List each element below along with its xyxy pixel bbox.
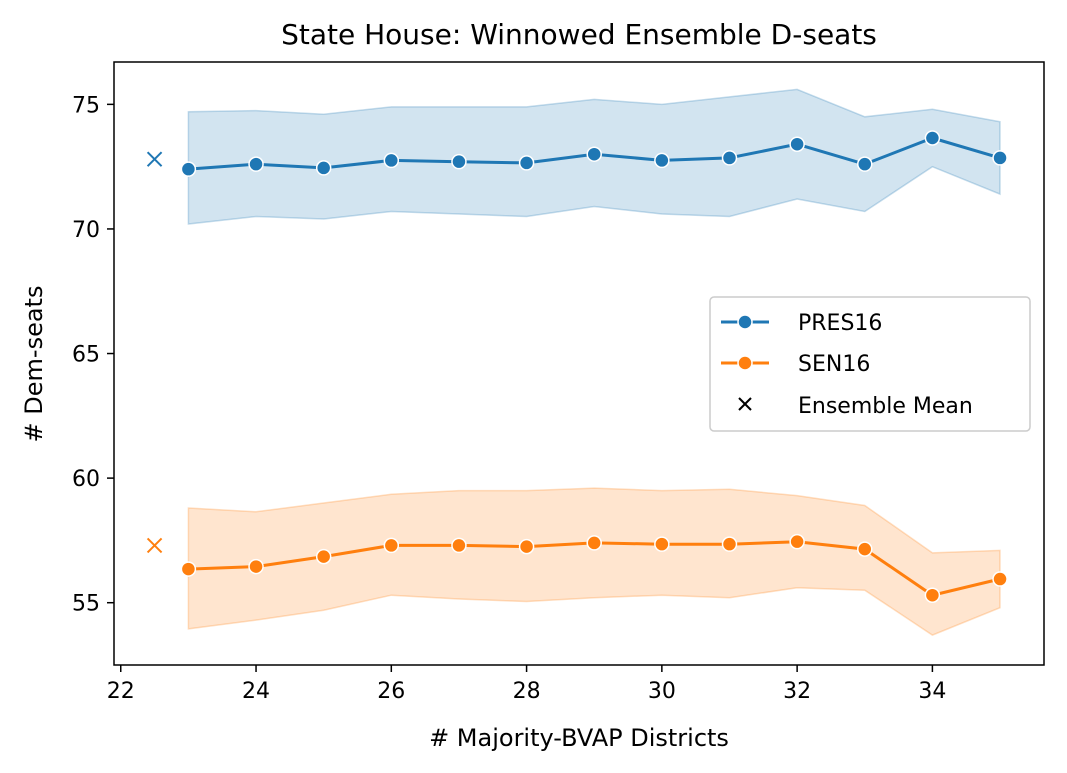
- point-pres16-23: [180, 161, 197, 177]
- series-pres16: [146, 88, 1008, 225]
- point-sen16-29: [586, 535, 602, 551]
- point-sen16-31: [721, 536, 738, 552]
- plot-area: [146, 88, 1008, 636]
- x-axis-label: # Majority-BVAP Districts: [429, 724, 729, 752]
- point-sen16-27: [451, 537, 467, 554]
- x-tick-label: 24: [242, 679, 270, 704]
- point-pres16-35: [992, 150, 1008, 166]
- point-sen16-23: [180, 561, 197, 577]
- point-sen16-25: [315, 548, 332, 565]
- point-sen16-26: [383, 537, 400, 554]
- legend-pres16-marker: [737, 314, 753, 330]
- y-axis: 55 60 65 70 75: [72, 93, 114, 617]
- y-tick-label: 70: [72, 218, 100, 243]
- y-tick-label: 65: [72, 343, 100, 368]
- y-axis-label: # Dem-seats: [20, 286, 48, 443]
- legend-ensemble-mean-label: Ensemble Mean: [798, 394, 973, 419]
- point-pres16-33: [857, 156, 873, 172]
- x-tick-label: 34: [918, 679, 946, 704]
- legend-ensemble-mean-marker: [738, 397, 752, 411]
- legend-box: [709, 296, 1031, 432]
- point-sen16-24: [248, 558, 264, 575]
- point-sen16-35: [992, 571, 1008, 587]
- point-pres16-28: [518, 155, 535, 171]
- point-sen16-28: [518, 538, 535, 555]
- x-tick-label: 28: [513, 679, 541, 704]
- point-pres16-30: [654, 152, 670, 169]
- legend-sen16-marker: [737, 355, 753, 371]
- point-sen16-33: [857, 541, 873, 557]
- point-sen16-34: [924, 587, 941, 603]
- point-pres16-26: [383, 152, 400, 169]
- point-sen16-32: [789, 533, 805, 550]
- point-pres16-32: [789, 136, 805, 152]
- plot-frame: [113, 61, 1045, 666]
- ensemble-mean-pres16: [146, 151, 163, 167]
- point-pres16-24: [248, 156, 264, 172]
- point-pres16-34: [924, 130, 941, 146]
- ensemble-mean-sen16: [146, 537, 163, 554]
- point-pres16-31: [721, 150, 738, 166]
- point-sen16-30: [654, 536, 670, 552]
- point-pres16-29: [586, 146, 602, 162]
- x-tick-label: 22: [107, 679, 135, 704]
- legend-pres16-label: PRES16: [798, 311, 882, 336]
- legend-sen16-label: SEN16: [798, 352, 870, 377]
- x-tick-label: 30: [648, 679, 676, 704]
- band-sen16: [187, 487, 1001, 636]
- series-sen16: [146, 487, 1008, 636]
- y-tick-label: 60: [72, 467, 100, 492]
- chart-title: State House: Winnowed Ensemble D-seats: [281, 18, 877, 51]
- legend: PRES16 SEN16 Ensemble Mean: [709, 296, 1031, 432]
- y-tick-label: 75: [72, 93, 100, 118]
- point-pres16-25: [315, 160, 332, 176]
- x-tick-label: 26: [377, 679, 405, 704]
- y-tick-label: 55: [72, 592, 100, 617]
- point-pres16-27: [451, 153, 467, 170]
- x-tick-label: 32: [783, 679, 811, 704]
- x-axis: 22 24 26 28 30 32 34: [107, 665, 946, 704]
